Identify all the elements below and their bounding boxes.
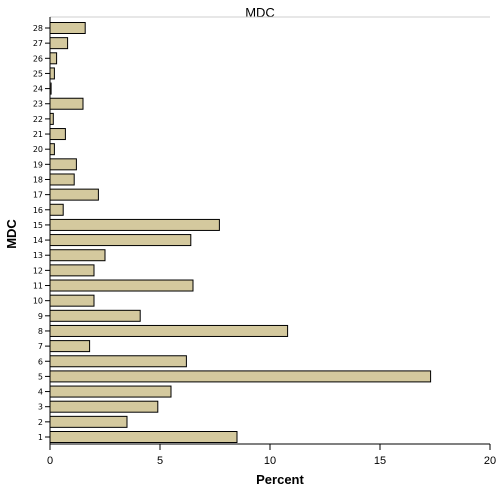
bar-mdc-18: [49, 173, 75, 186]
y-tick-label: 4: [38, 388, 43, 397]
bar-mdc-6: [49, 355, 187, 368]
chart-title: MDC: [245, 5, 275, 20]
y-tick-label: 27: [33, 39, 43, 48]
y-tick-label: 13: [33, 251, 43, 260]
x-tick-label: 20: [484, 455, 496, 467]
x-axis-ticks: 0 5 10 15 20: [47, 444, 496, 467]
bar-mdc-2: [49, 415, 128, 428]
y-tick-label: 19: [33, 160, 43, 169]
bar-mdc-26: [49, 52, 58, 65]
y-tick-label: 1: [38, 433, 43, 442]
y-tick-label: 20: [33, 145, 43, 154]
bar-mdc-13: [49, 249, 106, 262]
y-tick-label: 25: [33, 69, 43, 78]
bar-mdc-27: [49, 37, 69, 50]
y-tick-label: 15: [33, 221, 43, 230]
bar-mdc-16: [49, 203, 64, 216]
y-tick-label: 17: [33, 191, 43, 200]
bar-mdc-7: [49, 340, 91, 353]
y-tick-label: 26: [33, 54, 43, 63]
y-tick-label: 6: [38, 357, 43, 366]
bars-group: [49, 22, 432, 443]
x-axis-title: Percent: [256, 472, 304, 487]
bar-mdc-10: [49, 294, 95, 307]
y-tick-label: 23: [33, 100, 43, 109]
bar-mdc-3: [49, 400, 159, 413]
y-tick-label: 14: [33, 236, 43, 245]
y-tick-label: 12: [33, 266, 43, 275]
bar-mdc-25: [49, 67, 55, 80]
y-tick-label: 3: [38, 403, 43, 412]
y-tick-label: 11: [33, 282, 43, 291]
x-tick-label: 5: [157, 455, 163, 467]
bar-mdc-14: [49, 234, 192, 247]
y-tick-label: 18: [33, 175, 43, 184]
bar-mdc-1: [49, 431, 238, 443]
bar-mdc-15: [49, 218, 220, 231]
y-tick-label: 24: [33, 85, 43, 94]
y-tick-label: 9: [38, 312, 43, 321]
bar-mdc-11: [49, 279, 194, 292]
y-tick-label: 22: [33, 115, 43, 124]
y-tick-label: 10: [33, 297, 43, 306]
bar-mdc-4: [49, 385, 172, 398]
x-tick-label: 15: [374, 455, 386, 467]
y-tick-label: 7: [38, 342, 43, 351]
bar-mdc-9: [49, 309, 141, 322]
y-tick-label: 5: [38, 372, 43, 381]
bar-mdc-8: [49, 324, 289, 337]
y-tick-label: 8: [38, 327, 43, 336]
y-tick-label: 2: [38, 418, 43, 427]
bar-mdc-23: [49, 97, 84, 110]
y-tick-label: 21: [33, 130, 43, 139]
bar-mdc-28: [49, 22, 86, 34]
bar-mdc-12: [49, 264, 95, 277]
y-tick-label: 16: [33, 206, 43, 215]
x-tick-label: 10: [264, 455, 276, 467]
y-tick-label: 28: [33, 24, 43, 33]
y-axis-title: MDC: [4, 219, 19, 249]
y-axis-ticks: 1234567891011121314151617181920212223242…: [33, 24, 50, 442]
bar-mdc-21: [49, 128, 66, 141]
bar-mdc-17: [49, 188, 99, 201]
x-tick-label: 0: [47, 455, 53, 467]
bar-mdc-19: [49, 158, 77, 171]
bar-mdc-20: [49, 143, 55, 156]
bar-mdc-5: [49, 370, 432, 383]
